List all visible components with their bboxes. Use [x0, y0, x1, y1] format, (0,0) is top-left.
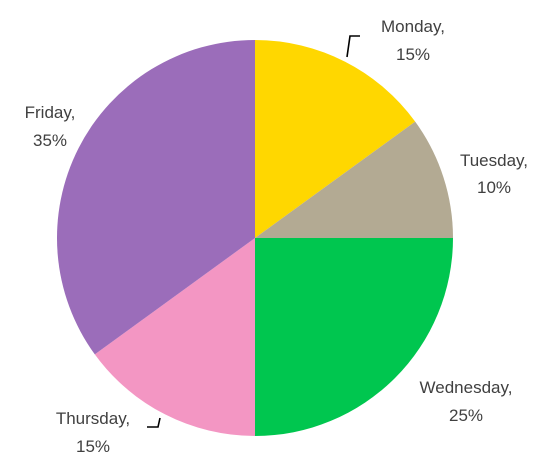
pie-slice-monday — [255, 40, 416, 238]
slice-label-wednesday-value: 25% — [449, 406, 483, 425]
slice-label-thursday-name: Thursday, — [56, 409, 130, 428]
slice-label-monday-name: Monday, — [381, 17, 445, 36]
slice-labels: Monday, 15% Tuesday, 10% Wednesday, 25% … — [25, 17, 528, 456]
slice-label-tuesday-value: 10% — [477, 178, 511, 197]
slice-label-wednesday-name: Wednesday, — [420, 378, 513, 397]
pie-slice-tuesday — [255, 121, 453, 238]
pie-slice-wednesday — [255, 238, 453, 436]
pie-slices — [56, 40, 453, 436]
slice-label-thursday-value: 15% — [76, 437, 110, 456]
slice-label-monday-value: 15% — [396, 45, 430, 64]
leader-line-thursday — [147, 417, 161, 428]
slice-label-tuesday-name: Tuesday, — [460, 151, 528, 170]
pie-slice-friday — [56, 40, 255, 355]
pie-slice-thursday — [94, 238, 255, 436]
slice-label-friday-value: 35% — [33, 131, 67, 150]
leader-line-monday — [346, 35, 360, 58]
leader-lines — [147, 35, 360, 428]
slice-label-friday-name: Friday, — [25, 103, 76, 122]
